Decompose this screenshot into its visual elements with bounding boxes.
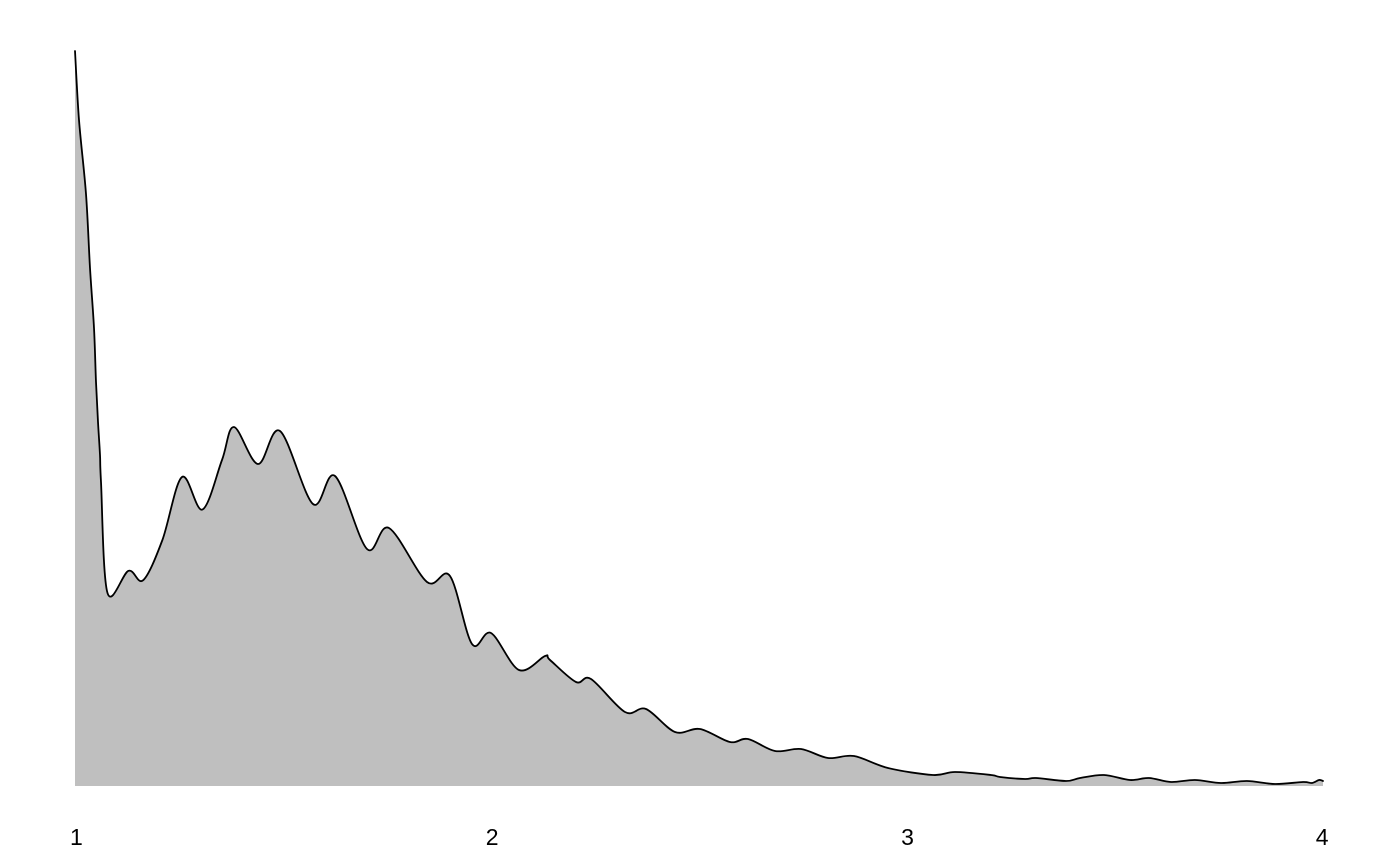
svg-text:4: 4 [1316, 824, 1329, 850]
svg-text:1: 1 [70, 824, 83, 850]
svg-text:3: 3 [901, 824, 914, 850]
svg-text:2: 2 [486, 824, 499, 850]
